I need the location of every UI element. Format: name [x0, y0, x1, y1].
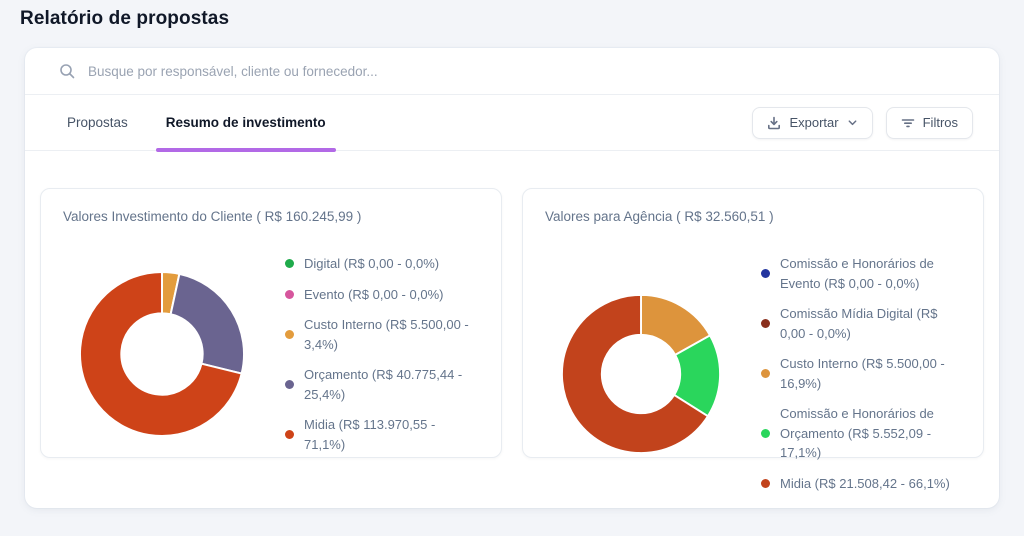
report-panel: Propostas Resumo de investimento Exporta…	[25, 48, 999, 508]
legend-item: Evento (R$ 0,00 - 0,0%)	[285, 285, 479, 305]
tab-propostas[interactable]: Propostas	[67, 115, 128, 130]
legend-label: Comissão Mídia Digital (R$ 0,00 - 0,0%)	[780, 306, 938, 341]
legend-dot	[761, 269, 770, 278]
export-button[interactable]: Exportar	[752, 106, 873, 139]
card-client-investment: Valores Investimento do Cliente ( R$ 160…	[40, 188, 502, 458]
legend-item: Custo Interno (R$ 5.500,00 - 3,4%)	[285, 315, 479, 354]
filter-icon	[901, 118, 914, 127]
legend-dot	[285, 430, 294, 439]
donut-chart-agency	[561, 293, 721, 454]
legend-item: Comissão Mídia Digital (R$ 0,00 - 0,0%)	[761, 304, 961, 343]
legend-label: Comissão e Honorários de Evento (R$ 0,00…	[780, 256, 934, 291]
legend-dot	[761, 319, 770, 328]
legend-client: Digital (R$ 0,00 - 0,0%) Evento (R$ 0,00 …	[285, 254, 479, 454]
chevron-down-icon	[848, 120, 857, 126]
charts-grid: Valores Investimento do Cliente ( R$ 160…	[25, 151, 999, 491]
legend-dot	[285, 380, 294, 389]
legend-dot	[285, 330, 294, 339]
legend-item: Digital (R$ 0,00 - 0,0%)	[285, 254, 479, 274]
filters-button[interactable]: Filtros	[885, 106, 973, 139]
tabs-toolbar-row: Propostas Resumo de investimento Exporta…	[25, 95, 999, 152]
legend-item: Midia (R$ 21.508,42 - 66,1%)	[761, 474, 961, 494]
legend-label: Custo Interno (R$ 5.500,00 - 16,9%)	[780, 356, 945, 391]
search-bar	[25, 48, 999, 95]
legend-item: Custo Interno (R$ 5.500,00 - 16,9%)	[761, 354, 961, 393]
legend-item: Midia (R$ 113.970,55 - 71,1%)	[285, 415, 479, 454]
legend-item: Comissão e Honorários de Evento (R$ 0,00…	[761, 254, 961, 293]
card-agency-values: Valores para Agência ( R$ 32.560,51 ) Co…	[522, 188, 984, 491]
donut-slice-or-amento	[169, 272, 245, 375]
chart-row: Comissão e Honorários de Evento (R$ 0,00…	[545, 254, 961, 493]
card-title: Valores para Agência ( R$ 32.560,51 )	[545, 209, 774, 224]
legend-label: Evento (R$ 0,00 - 0,0%)	[304, 286, 444, 302]
legend-label: Comissão e Honorários de Orçamento (R$ 5…	[780, 406, 934, 460]
legend-label: Midia (R$ 113.970,55 - 71,1%)	[304, 417, 436, 452]
donut-slice-midia	[561, 293, 710, 454]
download-icon	[768, 116, 781, 129]
search-icon	[60, 64, 75, 79]
tab-list: Propostas Resumo de investimento	[65, 95, 336, 152]
legend-dot	[285, 289, 294, 299]
legend-label: Custo Interno (R$ 5.500,00 - 3,4%)	[304, 317, 469, 352]
card-title: Valores Investimento do Cliente ( R$ 160…	[63, 209, 362, 224]
filters-button-label: Filtros	[922, 115, 958, 130]
chart-row: Digital (R$ 0,00 - 0,0%) Evento (R$ 0,00 …	[63, 254, 479, 454]
tab-resumo-de-investimento[interactable]: Resumo de investimento	[155, 95, 336, 152]
legend-dot	[761, 478, 770, 488]
legend-label: Midia (R$ 21.508,42 - 66,1%)	[780, 475, 950, 491]
legend-agency: Comissão e Honorários de Evento (R$ 0,00…	[761, 254, 961, 493]
donut-slice-midia	[79, 271, 243, 437]
legend-item: Comissão e Honorários de Orçamento (R$ 5…	[761, 404, 961, 463]
legend-dot	[285, 259, 294, 269]
donut-chart-client	[79, 271, 245, 437]
legend-label: Orçamento (R$ 40.775,44 - 25,4%)	[304, 367, 463, 402]
search-input[interactable]	[88, 63, 965, 79]
legend-dot	[761, 369, 770, 378]
legend-dot	[761, 428, 770, 438]
toolbar: Exportar Filtros	[752, 106, 973, 139]
page-title: Relatório de propostas	[20, 8, 230, 29]
legend-item: Orçamento (R$ 40.775,44 - 25,4%)	[285, 365, 479, 404]
export-button-label: Exportar	[789, 115, 839, 130]
legend-label: Digital (R$ 0,00 - 0,0%)	[304, 256, 440, 271]
